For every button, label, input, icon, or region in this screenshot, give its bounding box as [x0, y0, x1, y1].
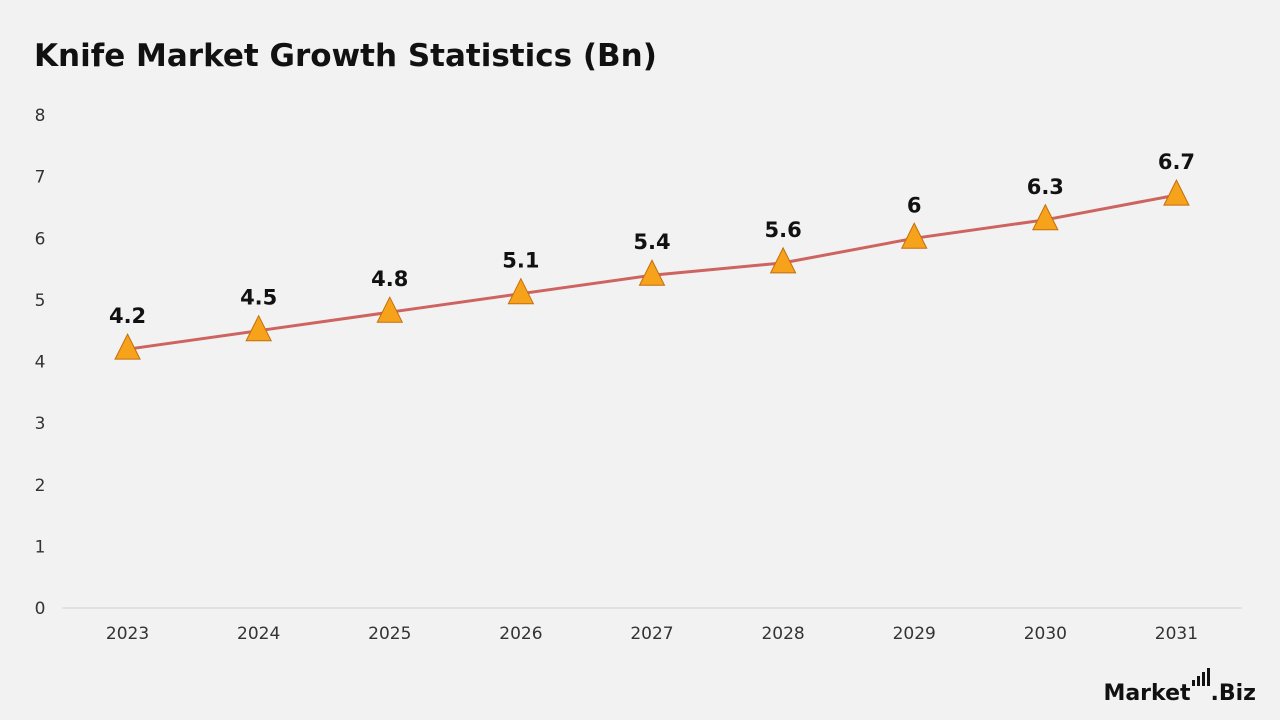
y-tick-label: 7 [35, 168, 46, 188]
x-tick-label: 2028 [761, 624, 804, 644]
x-tick-label: 2024 [237, 624, 280, 644]
brand-logo-part-market: Market [1103, 681, 1191, 706]
data-point-marker [114, 333, 141, 360]
data-markers [114, 178, 1190, 360]
y-tick-label: 2 [35, 476, 46, 496]
data-label: 6.3 [1027, 175, 1064, 199]
data-labels: 4.2 4.5 4.8 5.1 5.4 5.6 6 6.3 6.7 [109, 150, 1195, 328]
y-axis-ticks: 0 1 2 3 4 5 6 7 8 [35, 106, 46, 619]
bar-chart-icon [1191, 668, 1210, 686]
x-tick-label: 2025 [368, 624, 411, 644]
data-label: 5.6 [765, 218, 802, 242]
data-point-marker [900, 222, 928, 249]
data-label: 4.5 [240, 286, 277, 310]
y-tick-label: 0 [35, 599, 46, 619]
x-tick-label: 2026 [499, 624, 542, 644]
data-point-marker [769, 246, 797, 274]
data-point-marker [1163, 178, 1190, 206]
data-point-marker [507, 277, 535, 305]
data-point-marker [245, 314, 272, 342]
data-label: 5.4 [633, 230, 670, 254]
brand-logo-part-biz: .Biz [1210, 681, 1256, 706]
data-label: 5.1 [502, 249, 539, 273]
y-tick-label: 6 [35, 229, 46, 249]
data-point-marker [376, 296, 404, 323]
y-tick-label: 4 [35, 353, 46, 373]
data-label: 4.8 [371, 267, 408, 291]
y-tick-label: 1 [35, 537, 46, 557]
y-tick-label: 5 [35, 291, 46, 311]
x-tick-label: 2030 [1024, 624, 1067, 644]
chart-title: Knife Market Growth Statistics (Bn) [34, 38, 657, 74]
y-tick-label: 3 [35, 414, 46, 434]
x-tick-label: 2031 [1155, 624, 1198, 644]
data-point-marker [1032, 203, 1059, 231]
x-axis-ticks: 2023 2024 2025 2026 2027 2028 2029 2030 2031 [106, 624, 1198, 644]
x-tick-label: 2029 [893, 624, 936, 644]
x-tick-label: 2027 [630, 624, 673, 644]
data-label: 4.2 [109, 304, 146, 328]
data-label: 6 [907, 193, 922, 217]
data-label: 6.7 [1158, 150, 1195, 174]
brand-logo: Market .Biz [1103, 668, 1256, 706]
x-tick-label: 2023 [106, 624, 149, 644]
y-tick-label: 8 [35, 106, 46, 126]
data-point-marker [638, 259, 666, 286]
